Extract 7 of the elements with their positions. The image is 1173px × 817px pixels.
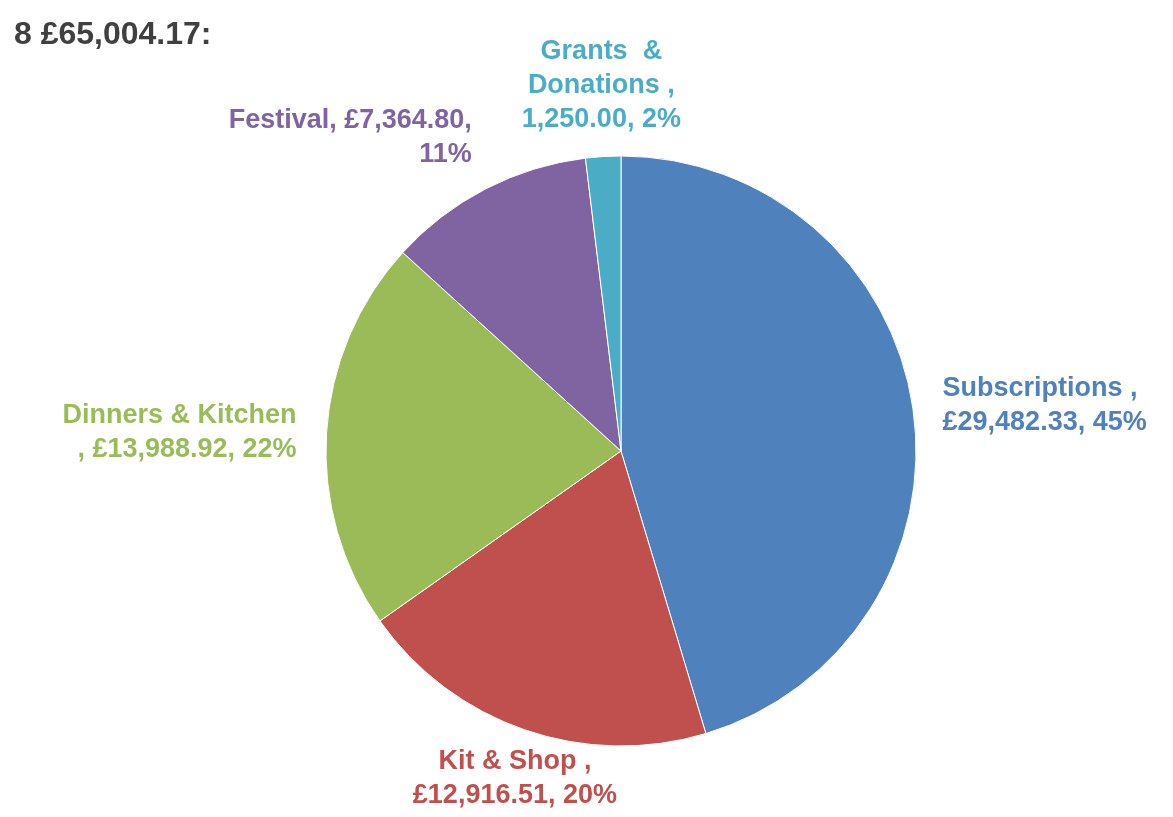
slice-label: Grants & Donations , 1,250.00, 2% xyxy=(521,34,681,133)
slice-label: Dinners & Kitchen xyxy=(62,399,297,430)
chart-title: 8 £65,004.17: xyxy=(14,15,212,51)
data-label: , £13,988.92, 22% xyxy=(77,433,297,464)
slice-label: Kit & Shop , £12,916.51, 20% xyxy=(412,745,618,810)
slice-label: Festival, £7,364.80, 11% xyxy=(228,104,472,169)
slice-label: Subscriptions , £29,482.33, 45% xyxy=(942,372,1147,437)
